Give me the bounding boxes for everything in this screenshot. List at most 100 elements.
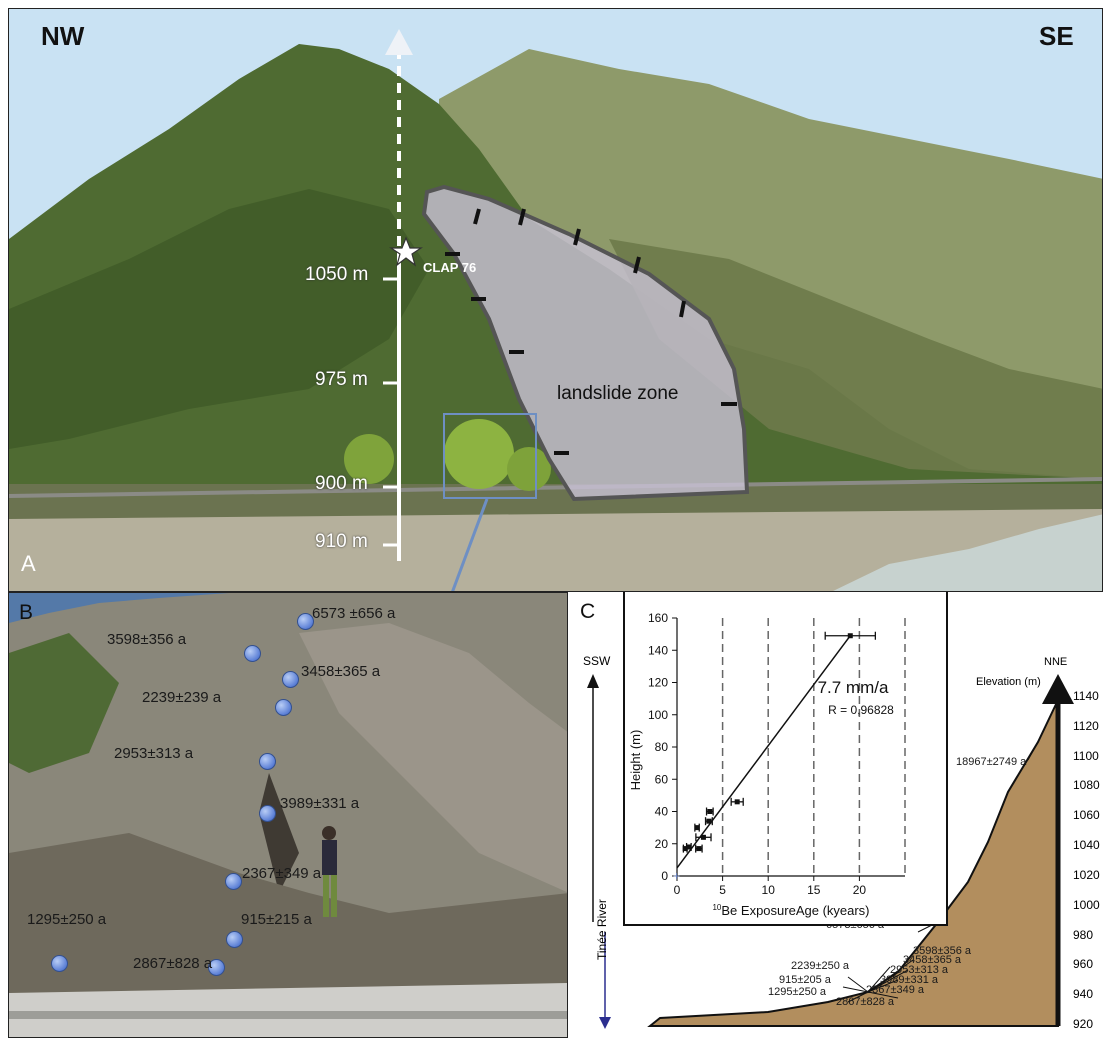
profile-age-label: 2953±313 a xyxy=(890,964,949,976)
sample-dot-6 xyxy=(259,805,276,822)
sample-dot-7 xyxy=(225,873,242,890)
person-figure xyxy=(322,826,337,917)
elevation-scale xyxy=(383,29,537,591)
inset-chart-frame: 0 20 40 60 80 100 120 140 160 0 5 10 15 20 +7.7 mm/a R … xyxy=(623,592,948,926)
x-axis-label-superscript: 10 xyxy=(712,903,721,912)
x-tick-label: 10 xyxy=(762,883,776,897)
profile-age-label: 3989±331 a xyxy=(880,974,939,986)
sample-dot-10 xyxy=(208,959,225,976)
age-label: 3989±331 a xyxy=(280,795,360,812)
sample-dot-3 xyxy=(282,671,299,688)
x-axis-label-text: Be ExposureAge (kyears) xyxy=(721,903,869,918)
profile-age-label: 18967±2749 a xyxy=(956,756,1027,768)
y-tick-label: 100 xyxy=(648,708,668,722)
data-point xyxy=(706,818,712,824)
elevation-tick-label: 1120 xyxy=(1073,718,1099,733)
x-tick-label: 5 xyxy=(719,883,726,897)
panel-b-letter: B xyxy=(19,601,34,624)
age-label: 2953±313 a xyxy=(114,745,194,762)
fit-line xyxy=(676,635,851,869)
age-label: 2367±349 a xyxy=(242,865,322,882)
elevation-tick-label: 1060 xyxy=(1073,808,1100,823)
profile-diagram xyxy=(587,674,1074,1029)
x-tick-label: 15 xyxy=(807,883,821,897)
river-label: Tinée River xyxy=(595,899,609,960)
y-tick-label: 40 xyxy=(655,805,669,819)
landslide-zone-outline xyxy=(421,184,750,502)
scale-label-900: 900 m xyxy=(315,473,368,494)
scale-label-975: 975 m xyxy=(315,369,368,390)
sample-dot-2 xyxy=(244,645,261,662)
panel-b-photo: 6573 ±656 a 3598±356 a 3458±365 a 2239±2… xyxy=(8,592,568,1038)
x-tick-label: 0 xyxy=(674,883,681,897)
elevation-tick-label: 1080 xyxy=(1073,778,1100,793)
age-label: 1295±250 a xyxy=(27,911,107,928)
data-point xyxy=(682,846,688,852)
landslide-zone-label: landslide zone xyxy=(557,383,679,404)
profile-age-label: 1295±250 a xyxy=(768,986,827,998)
exposure-age-chart: 0 20 40 60 80 100 120 140 160 0 5 10 15 20 +7.7 mm/a R … xyxy=(628,611,906,918)
sample-dot-4 xyxy=(275,699,292,716)
panel-c-letter: C xyxy=(580,600,596,623)
y-tick-label: 160 xyxy=(648,611,668,625)
sample-dot-9 xyxy=(51,955,68,972)
data-point xyxy=(686,844,692,850)
panel-a-landscape xyxy=(9,9,1102,591)
elevation-tick-label: 1020 xyxy=(1073,867,1100,882)
age-label: 915±215 a xyxy=(241,911,312,928)
data-point xyxy=(847,633,853,639)
elevation-tick-label: 940 xyxy=(1073,987,1094,1002)
profile-age-label: 3458±365 a xyxy=(903,954,962,966)
panel-a-letter: A xyxy=(21,551,36,576)
y-tick-label: 20 xyxy=(655,837,669,851)
origin-marker: + xyxy=(673,869,680,883)
age-label: 3598±356 a xyxy=(107,631,187,648)
elevation-tick-label: 1000 xyxy=(1073,897,1100,912)
ssw-label: SSW xyxy=(583,654,611,668)
data-point xyxy=(734,799,740,805)
data-point xyxy=(707,809,713,814)
panel-c-profile: SSW Tinée River NNE Elevation (m) 1140 11… xyxy=(568,592,1103,1038)
scale-label-1050: 1050 m xyxy=(305,264,369,285)
elevation-axis-label: Elevation (m) xyxy=(976,676,1041,688)
sample-dot-8 xyxy=(226,931,243,948)
age-label: 3458±365 a xyxy=(301,663,381,680)
data-point xyxy=(700,834,706,840)
profile-age-label: 3598±356 a xyxy=(913,945,972,957)
y-tick-label: 120 xyxy=(648,676,668,690)
nne-label: NNE xyxy=(1044,656,1068,668)
sample-dot-5 xyxy=(259,753,276,770)
age-label: 2239±239 a xyxy=(142,689,222,706)
elevation-tick-label: 1140 xyxy=(1073,689,1099,703)
sample-label: CLAP 76 xyxy=(423,260,477,275)
y-tick-label: 140 xyxy=(648,643,668,657)
sample-star-icon xyxy=(389,236,423,267)
scale-label-910: 910 m xyxy=(315,531,368,552)
data-point xyxy=(694,825,700,831)
panel-a-photo: NW SE CLAP 76 landslide zone 1050 m 975 … xyxy=(8,8,1103,592)
age-label: 2867±828 a xyxy=(133,955,213,972)
profile-age-label: 2867±828 a xyxy=(836,996,895,1008)
y-tick-label: 80 xyxy=(655,740,669,754)
profile-age-label: 2367±349 a xyxy=(866,984,925,996)
sample-dot-1 xyxy=(297,613,314,630)
age-label: 6573 ±656 a xyxy=(312,605,396,622)
se-label: SE xyxy=(1039,21,1074,51)
panel-b-rock-face xyxy=(9,593,567,1037)
data-point xyxy=(696,846,702,852)
y-axis-label: Height (m) xyxy=(628,730,643,791)
nw-label: NW xyxy=(41,21,85,51)
rate-label: 7.7 mm/a xyxy=(818,678,889,697)
elevation-tick-label: 1100 xyxy=(1073,748,1099,763)
elevation-tick-label: 1040 xyxy=(1073,838,1100,853)
r-value-label: R = 0,96828 xyxy=(828,703,894,717)
elevation-tick-label: 960 xyxy=(1073,957,1094,972)
profile-age-label: 915±205 a xyxy=(779,974,831,986)
x-axis-label: 10Be ExposureAge (kyears) xyxy=(712,903,869,918)
y-tick-label: 0 xyxy=(661,869,668,883)
elevation-tick-label: 980 xyxy=(1073,927,1094,942)
inset-box xyxy=(443,413,537,499)
y-tick-label: 60 xyxy=(655,772,669,786)
x-tick-label: 20 xyxy=(853,883,867,897)
profile-age-label: 2239±250 a xyxy=(791,960,850,972)
